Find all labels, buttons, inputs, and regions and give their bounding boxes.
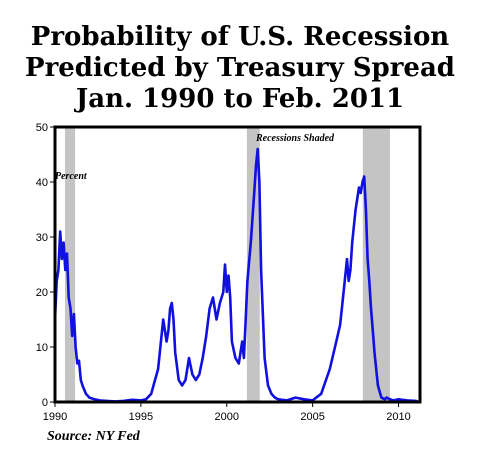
y-tick-label-30: 30 xyxy=(36,232,48,244)
y-tick-label-40: 40 xyxy=(36,177,48,189)
source-note: Source: NY Fed xyxy=(47,429,140,444)
x-tick-label-2005: 2005 xyxy=(300,411,324,423)
recessions-annotation: Recessions Shaded xyxy=(255,133,335,144)
series-line xyxy=(53,147,419,403)
y-tick-label-0: 0 xyxy=(42,397,48,409)
y-tick-label-10: 10 xyxy=(36,342,48,354)
recession-shade-1 xyxy=(64,127,76,402)
recession-shade-2 xyxy=(246,127,260,402)
chart-title: Probability of U.S. Recession Predicted … xyxy=(0,22,480,115)
x-tick-label-1995: 1995 xyxy=(129,411,153,423)
chart-title-line-1: Probability of U.S. Recession xyxy=(30,22,450,52)
chart-title-line-2: Predicted by Treasury Spread xyxy=(25,53,455,83)
y-tick-label-50: 50 xyxy=(36,122,48,134)
plot-frame xyxy=(53,125,422,404)
chart-title-line-3: Jan. 1990 to Feb. 2011 xyxy=(75,84,405,114)
x-tick-label-1990: 1990 xyxy=(43,411,67,423)
x-tick-label-2000: 2000 xyxy=(215,411,239,423)
y-axis-label: Percent xyxy=(55,171,88,182)
x-tick-label-2010: 2010 xyxy=(386,411,410,423)
y-tick-label-20: 20 xyxy=(36,287,48,299)
